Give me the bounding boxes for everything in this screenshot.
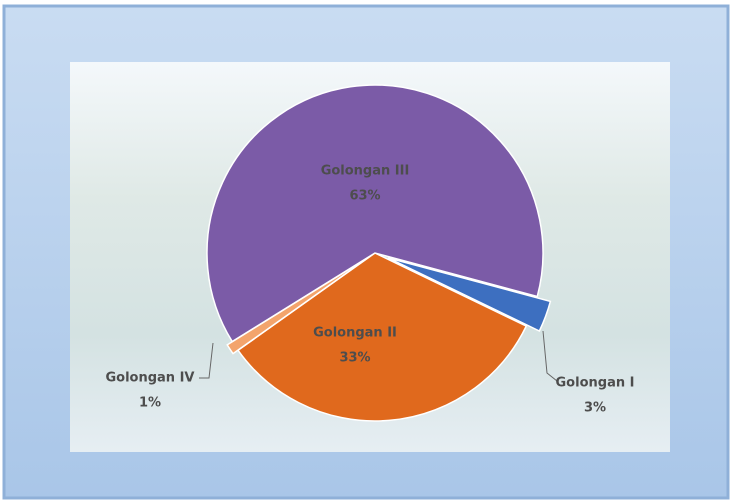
value-label: 63% <box>349 189 380 204</box>
value-label: 3% <box>584 401 606 416</box>
slice-label: Golongan IV <box>105 371 194 386</box>
slice-label: Golongan I <box>556 376 635 391</box>
slice-label: Golongan II <box>313 326 397 341</box>
value-label: 33% <box>339 351 370 366</box>
slice-label: Golongan III <box>321 164 410 179</box>
value-label: 1% <box>139 396 161 411</box>
chart: Golongan I 3% Golongan II 33% Golongan IV 1% G… <box>0 0 733 503</box>
